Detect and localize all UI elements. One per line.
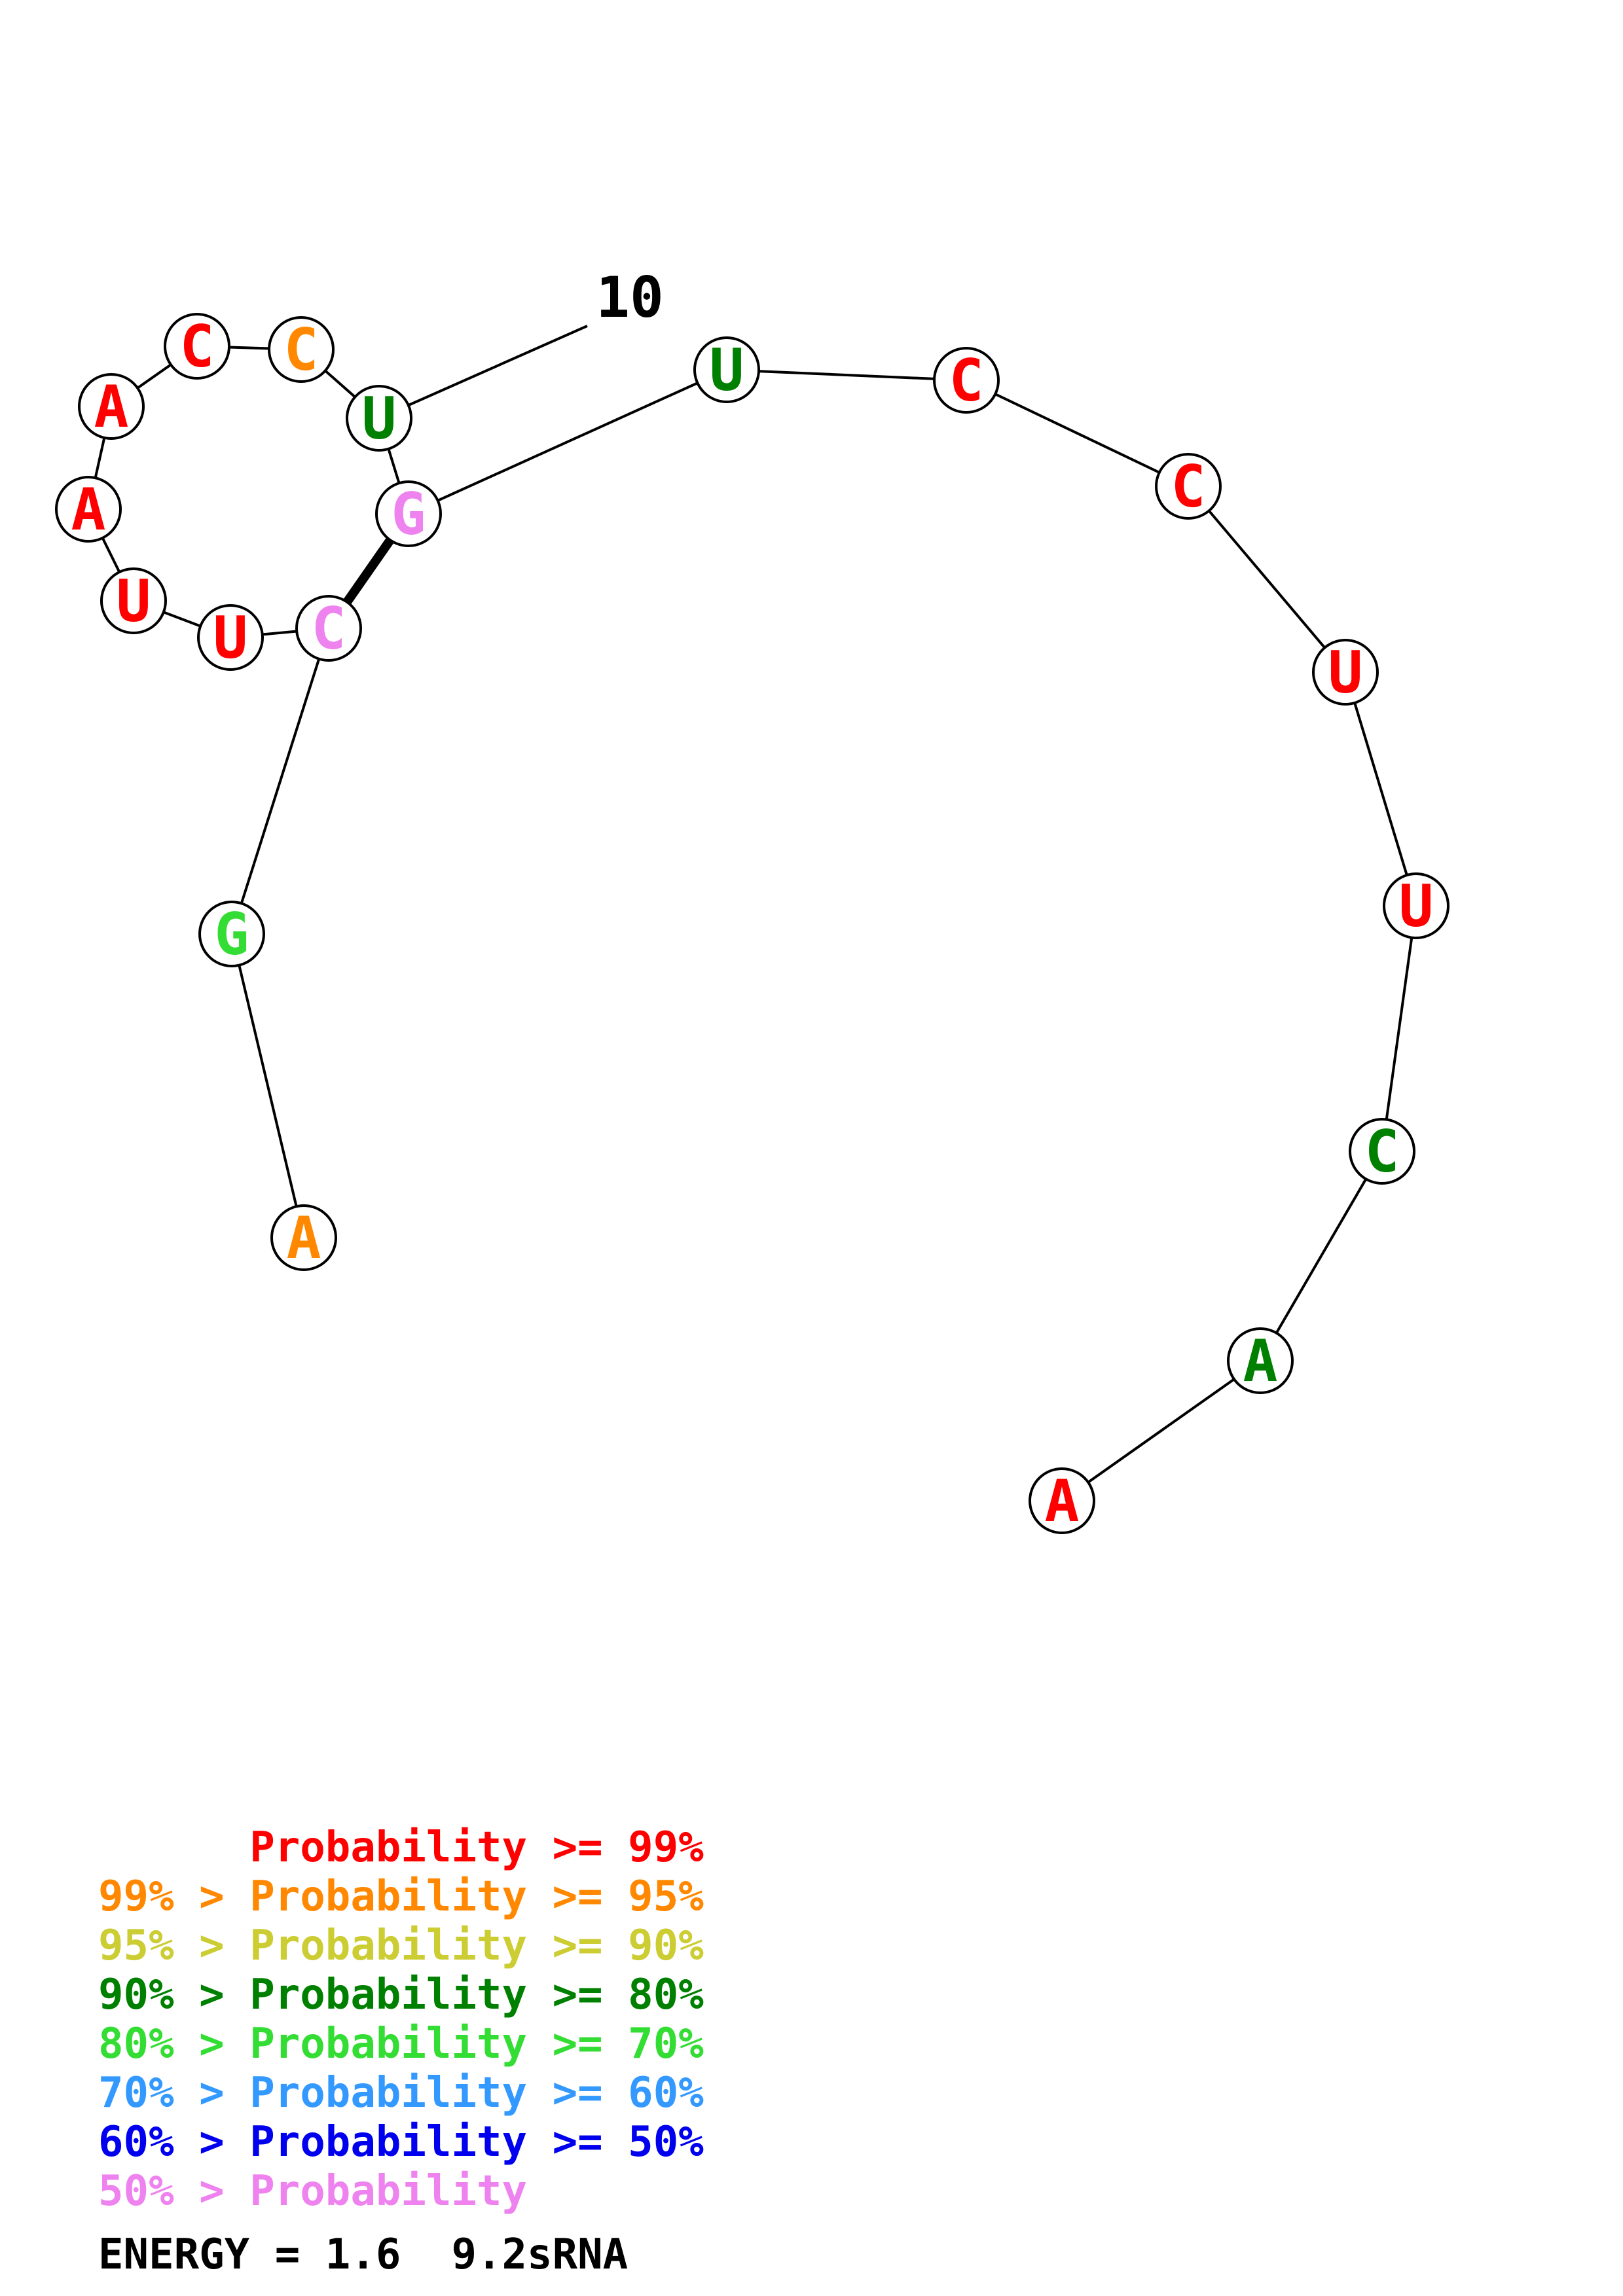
- nucleotide-letter: G: [392, 480, 426, 548]
- nucleotide-circle: [1029, 1467, 1095, 1534]
- nucleotide-letter: C: [312, 595, 346, 662]
- nucleotide-circle: [693, 336, 760, 403]
- legend-item-70: 80% > Probability >= 70%: [98, 2020, 704, 2068]
- backbone-line: [408, 368, 727, 515]
- nucleotide-letter: A: [287, 1204, 321, 1272]
- backbone-line: [1187, 485, 1347, 673]
- backbone-line: [1381, 905, 1417, 1152]
- nucleotide-letter: A: [94, 373, 129, 440]
- nucleotide-letter: U: [117, 567, 151, 635]
- nucleotide-circle: [198, 901, 265, 967]
- legend-item-99: Probability >= 99%: [98, 1823, 704, 1872]
- legend-item-below-50: 50% > Probability: [98, 2167, 528, 2215]
- nucleotide-letter: A: [71, 476, 106, 543]
- legend-item-90: 95% > Probability >= 90%: [98, 1922, 704, 1970]
- nucleotide-letter: C: [180, 313, 215, 380]
- nucleotide-letter: C: [1365, 1118, 1400, 1185]
- nucleotide-letter: U: [1328, 639, 1363, 706]
- backbone-line: [230, 628, 330, 935]
- nucleotide-circle: [295, 595, 362, 662]
- number-pointer-line: [378, 325, 588, 420]
- nucleotide-circle: [55, 476, 122, 543]
- backbone-line: [1061, 1359, 1262, 1502]
- legend-item-60: 70% > Probability >= 60%: [98, 2069, 704, 2117]
- nucleotide-letter: C: [284, 316, 319, 384]
- backbone-line: [726, 368, 967, 382]
- probability-legend: Probability >= 99% 99% > Probability >= …: [98, 1823, 704, 2216]
- nucleotide-letter: C: [949, 347, 984, 414]
- backbone-line: [230, 933, 305, 1238]
- nucleotide-letter: G: [215, 901, 249, 968]
- nucleotide-letter: C: [1171, 453, 1206, 520]
- nucleotide-circle: [1383, 872, 1450, 939]
- nucleotide-letter: U: [362, 385, 397, 452]
- nucleotide-circle: [1155, 453, 1222, 520]
- nucleotide-circle: [268, 316, 335, 383]
- backbone-line: [1344, 672, 1417, 906]
- legend-item-95: 99% > Probability >= 95%: [98, 1873, 704, 1921]
- nucleotide-letter: A: [1045, 1467, 1080, 1535]
- nucleotide-circle: [1349, 1118, 1415, 1185]
- nucleotide-circle: [1312, 639, 1379, 706]
- legend-item-50: 60% > Probability >= 50%: [98, 2118, 704, 2166]
- nucleotide-circle: [78, 373, 145, 440]
- nucleotide-letter: U: [1399, 872, 1434, 940]
- nucleotide-circle: [1227, 1327, 1294, 1394]
- nucleotide-circle: [100, 567, 167, 634]
- nucleotide-circle: [933, 347, 1000, 414]
- nucleotide-letter: U: [710, 336, 744, 404]
- nucleotide-letter: A: [1243, 1327, 1278, 1395]
- nucleotide-circle: [375, 480, 442, 547]
- backbone-line: [1259, 1150, 1383, 1362]
- nucleotide-letter: U: [213, 604, 248, 672]
- legend-item-80: 90% > Probability >= 80%: [98, 1971, 704, 2019]
- backbone-line: [966, 379, 1189, 488]
- nucleotide-circle: [197, 604, 264, 671]
- nucleotide-circle: [346, 385, 412, 452]
- nucleotide-circle: [270, 1204, 337, 1271]
- nucleotide-number-label: 10: [596, 265, 664, 331]
- energy-label: ENERGY = 1.6 9.2sRNA: [98, 2231, 629, 2279]
- nucleotide-circle: [164, 313, 230, 380]
